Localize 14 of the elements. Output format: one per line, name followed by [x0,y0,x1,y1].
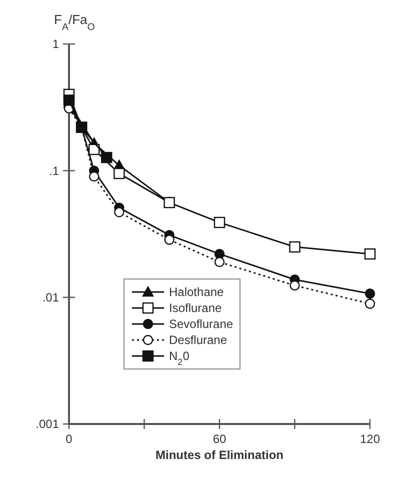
legend-label: Isoflurane [169,301,222,316]
y-tick-label: 1 [52,37,60,52]
legend-label: N$_{2}$0 [169,349,190,368]
x-tick-label: 60 [212,432,226,446]
x-axis-title: Minutes of Elimination [156,448,284,462]
y-tick-label: .1 [48,164,60,178]
y-tick-label: .01 [42,290,60,305]
y-tick-label: .001 [36,417,60,432]
y-axis-title: F$_{A}$/Fa$_{O}$ [54,12,96,32]
x-tick-label: 0 [66,432,73,446]
legend-label: Sevoflurane [169,317,234,332]
legend-label: Halothane [169,285,224,300]
x-tick-label: 120 [360,432,380,446]
legend-label: Desflurane [169,333,228,348]
